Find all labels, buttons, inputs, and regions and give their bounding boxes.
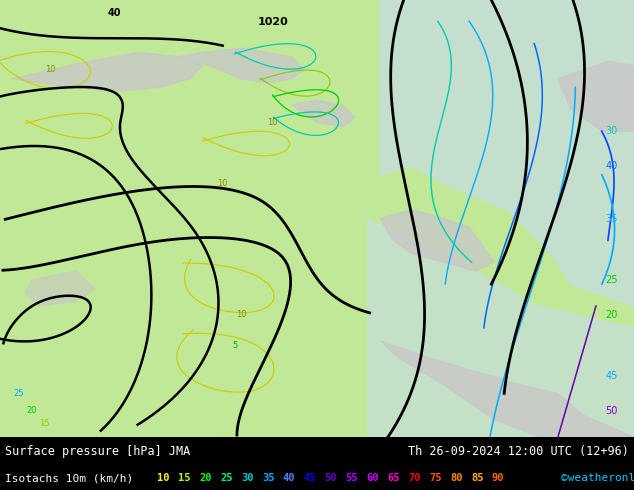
Polygon shape [380, 210, 495, 271]
Text: 25: 25 [605, 275, 618, 285]
Text: 70: 70 [408, 473, 421, 483]
Text: 80: 80 [450, 473, 463, 483]
Text: 15: 15 [39, 419, 49, 428]
Text: 90: 90 [492, 473, 505, 483]
Polygon shape [13, 52, 203, 92]
Text: 30: 30 [605, 126, 618, 136]
Text: 40: 40 [283, 473, 295, 483]
Text: ©weatheronline.co.uk: ©weatheronline.co.uk [561, 473, 634, 483]
Text: 10: 10 [46, 66, 56, 74]
Text: 40: 40 [107, 8, 121, 18]
Polygon shape [380, 341, 634, 437]
Text: 55: 55 [346, 473, 358, 483]
Polygon shape [558, 61, 634, 131]
Polygon shape [368, 219, 634, 437]
Text: 25: 25 [220, 473, 233, 483]
Text: 45: 45 [605, 371, 618, 381]
Text: 20: 20 [27, 406, 37, 416]
Text: 20: 20 [605, 310, 618, 319]
Text: 50: 50 [605, 406, 618, 416]
Text: 40: 40 [605, 161, 618, 171]
Text: 10: 10 [217, 179, 227, 188]
Text: 60: 60 [366, 473, 379, 483]
Text: 35: 35 [262, 473, 275, 483]
Text: Th 26-09-2024 12:00 UTC (12+96): Th 26-09-2024 12:00 UTC (12+96) [408, 445, 629, 459]
Text: 35: 35 [605, 214, 618, 223]
Text: 15: 15 [178, 473, 191, 483]
Text: 65: 65 [387, 473, 400, 483]
Text: 50: 50 [325, 473, 337, 483]
Text: 85: 85 [471, 473, 484, 483]
Text: 45: 45 [304, 473, 316, 483]
Polygon shape [25, 271, 95, 306]
Text: Surface pressure [hPa] JMA: Surface pressure [hPa] JMA [5, 445, 190, 459]
Polygon shape [178, 48, 304, 83]
Text: 20: 20 [199, 473, 212, 483]
Text: Isotachs 10m (km/h): Isotachs 10m (km/h) [5, 473, 133, 483]
Text: 30: 30 [241, 473, 254, 483]
Text: 5: 5 [232, 341, 237, 350]
Polygon shape [380, 0, 634, 306]
Polygon shape [292, 100, 355, 127]
Text: 75: 75 [429, 473, 442, 483]
Text: 10: 10 [236, 310, 246, 319]
Text: 25: 25 [14, 389, 24, 398]
Text: 1020: 1020 [257, 17, 288, 27]
Text: 10: 10 [268, 118, 278, 127]
Text: 10: 10 [157, 473, 170, 483]
